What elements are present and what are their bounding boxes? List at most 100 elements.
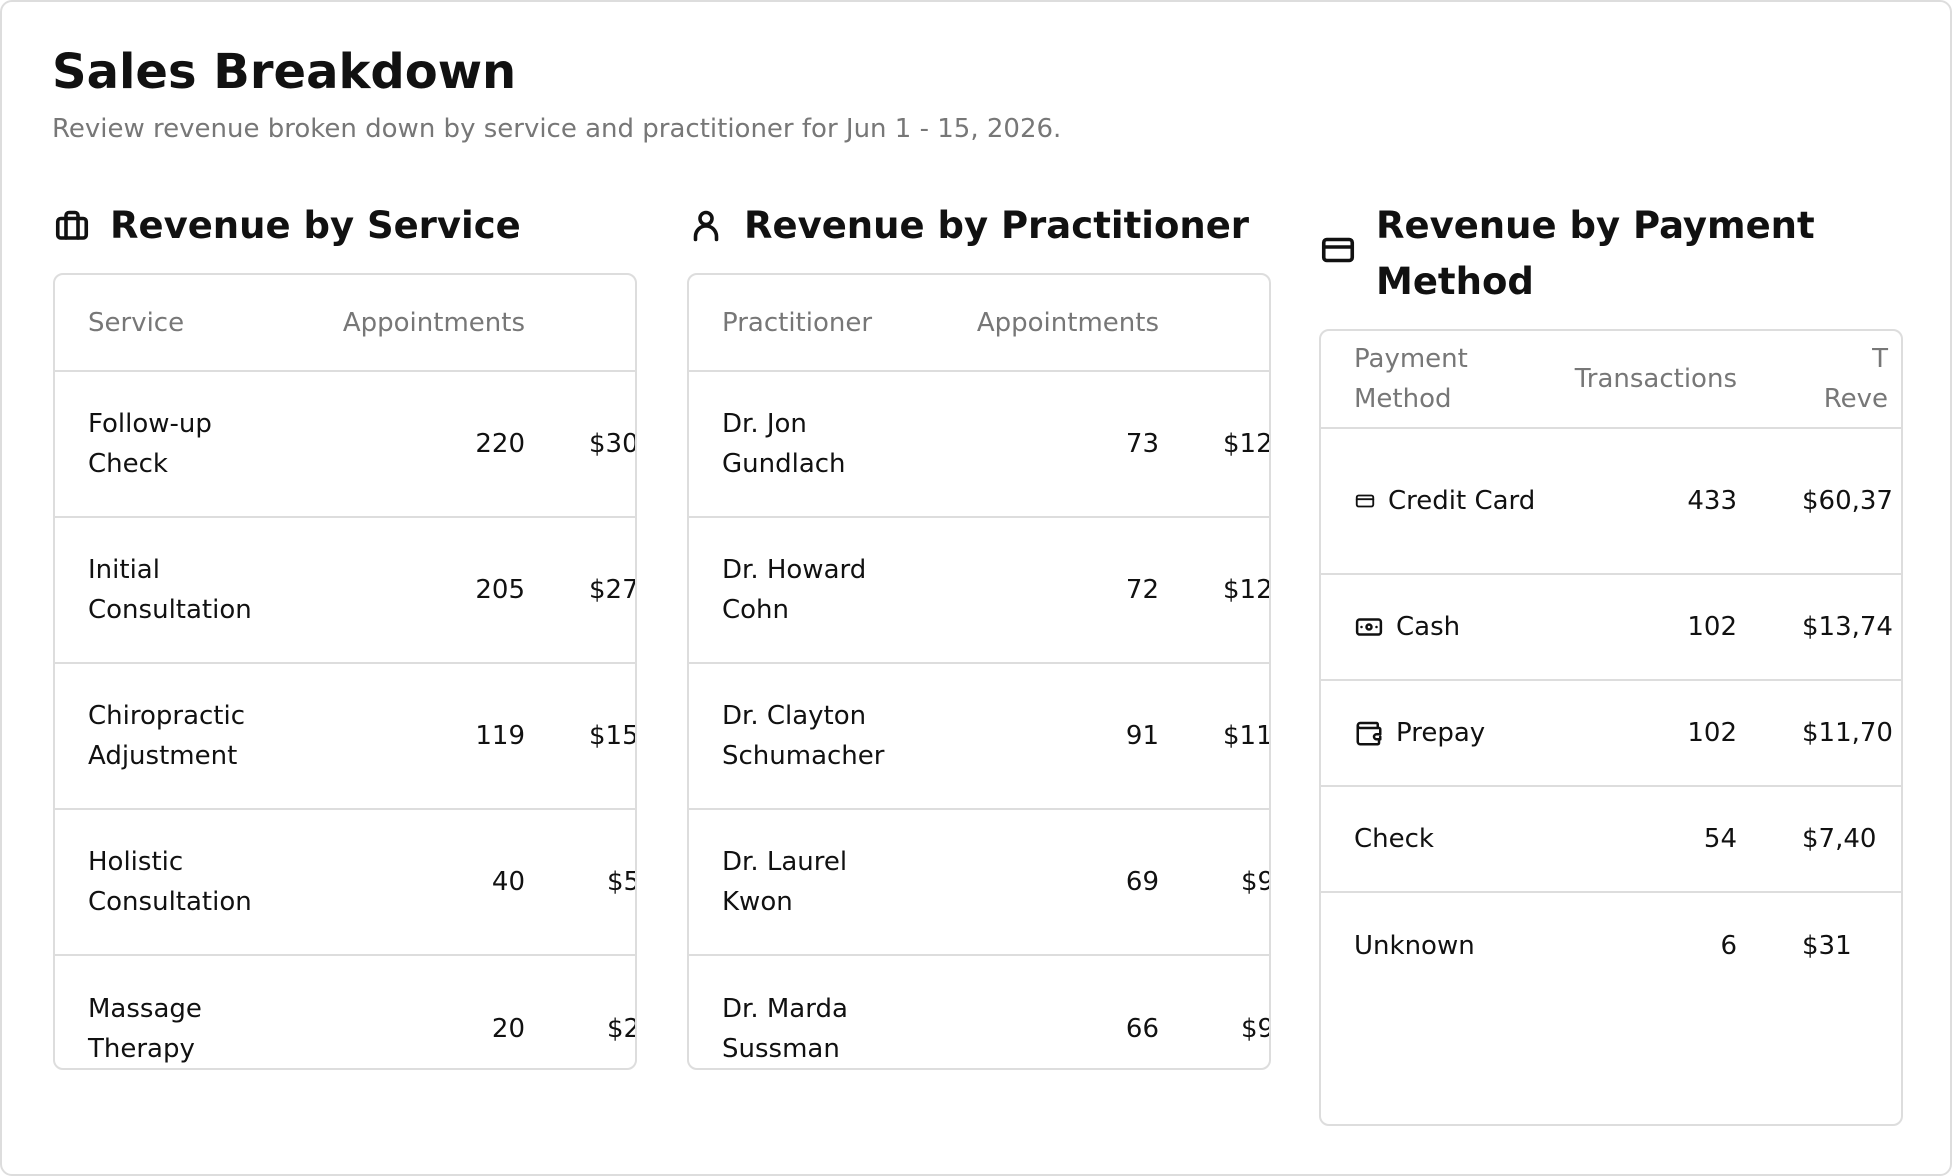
section: Revenue by Practitioner Practitioner Appoi… (687, 198, 1271, 1070)
column-header: Payment Method (1321, 339, 1536, 419)
table-row: Cash 102 $13,74 (1321, 575, 1901, 681)
cell-text: Unknown (1354, 931, 1475, 961)
count-cell: 72 (1125, 575, 1159, 605)
revenue-cell: $11,70 (1802, 718, 1893, 748)
revenue-cell: $9 (1241, 867, 1271, 897)
table-row: Massage Therapy 20 $2 (55, 956, 637, 1068)
count-cell: 220 (475, 429, 525, 459)
table-row: Unknown 6 $31 (1321, 893, 1901, 999)
column-header: R (1189, 288, 1269, 358)
cell-text: Dr. Jon Gundlach (722, 409, 846, 479)
count-cell: 54 (1703, 824, 1737, 854)
section: Revenue by Service Service Appointments R Fo… (53, 198, 637, 1070)
cell-text: Dr. Clayton Schumacher (722, 701, 885, 771)
page-title: Sales Breakdown (52, 44, 517, 100)
payment-icon (1354, 490, 1376, 512)
table-header-row: Practitioner Appointments R (689, 275, 1269, 372)
revenue-cell: $31 (1802, 931, 1852, 961)
revenue-cell: $15 (589, 721, 637, 751)
row-label: Chiropractic Adjustment (55, 696, 270, 776)
column-header: T Reve (1823, 344, 1888, 414)
cell-text: Cash (1396, 612, 1461, 642)
row-label: Dr. Marda Sussman (689, 989, 904, 1068)
column-header: Practitioner (689, 303, 904, 343)
section-heading: Revenue by Practitioner (687, 198, 1271, 254)
column-header: Transactions (1574, 364, 1737, 394)
revenue-cell: $30 (589, 429, 637, 459)
cell-text: Prepay (1396, 718, 1486, 748)
table-row: Dr. Clayton Schumacher 91 $11 (689, 664, 1269, 810)
payment-icon (1354, 718, 1384, 748)
row-label: Massage Therapy (55, 989, 270, 1068)
table-row: Dr. Howard Cohn 72 $12 (689, 518, 1269, 664)
section-icon (1321, 237, 1355, 263)
row-label: Unknown (1321, 926, 1536, 966)
revenue-cell: $7,40 (1802, 824, 1877, 854)
revenue-cell: $5 (607, 867, 637, 897)
section: Revenue by Payment Method Payment Method T… (1319, 198, 1903, 1126)
section-icon (693, 210, 719, 242)
revenue-cell: $12 (1223, 429, 1271, 459)
table-row: Dr. Marda Sussman 66 $9 (689, 956, 1269, 1068)
row-label: Dr. Jon Gundlach (689, 404, 904, 484)
revenue-cell: $12 (1223, 575, 1271, 605)
cell-text: Dr. Laurel Kwon (722, 847, 848, 917)
table-row: Follow-up Check 220 $30 (55, 372, 635, 518)
table-row: Initial Consultation 205 $27 (55, 518, 635, 664)
count-cell: 66 (1125, 1014, 1159, 1044)
cell-text: Initial Consultation (88, 555, 252, 625)
row-label: Cash (1321, 607, 1536, 647)
table-row: Check 54 $7,40 (1321, 787, 1901, 893)
count-cell: 20 (491, 1014, 525, 1044)
cell-text: Check (1354, 824, 1434, 854)
table: Service Appointments R Follow-up Check 220 $3… (53, 273, 637, 1070)
count-cell: 73 (1125, 429, 1159, 459)
cell-text: Dr. Howard Cohn (722, 555, 867, 625)
cell-text: Follow-up Check (88, 409, 212, 479)
column-header: R (555, 288, 635, 358)
column-header: Appointments (342, 307, 525, 338)
count-cell: 433 (1687, 486, 1737, 516)
row-label: Holistic Consultation (55, 842, 270, 922)
row-label: Dr. Clayton Schumacher (689, 696, 904, 776)
count-cell: 91 (1125, 721, 1159, 751)
cell-text: Payment Method (1354, 344, 1468, 414)
row-label: Prepay (1321, 713, 1536, 753)
count-cell: 102 (1687, 718, 1737, 748)
section-title: Revenue by Payment Method (1376, 204, 1815, 303)
count-cell: 69 (1125, 867, 1159, 897)
row-label: Dr. Laurel Kwon (689, 842, 904, 922)
section-heading: Revenue by Service (53, 198, 637, 254)
revenue-cell: $13,74 (1802, 612, 1893, 642)
row-label: Credit Card (1321, 481, 1536, 521)
cell-text: Practitioner (722, 307, 873, 338)
table-row: Credit Card 433 $60,37 (1321, 429, 1901, 575)
payment-icon (1354, 612, 1384, 642)
table-row: Dr. Laurel Kwon 69 $9 (689, 810, 1269, 956)
cell-text: Credit Card (1388, 486, 1536, 516)
section-title: Revenue by Service (110, 204, 521, 247)
cell-text: Dr. Marda Sussman (722, 994, 848, 1064)
row-label: Initial Consultation (55, 550, 270, 630)
revenue-cell: $11 (1223, 721, 1271, 751)
section-icon (55, 210, 89, 240)
table-header-row: Service Appointments R (55, 275, 635, 372)
table-header-row: Payment Method Transactions T Reve (1321, 331, 1901, 429)
row-label: Dr. Howard Cohn (689, 550, 904, 630)
table-row: Chiropractic Adjustment 119 $15 (55, 664, 635, 810)
table: Payment Method Transactions T Reve Credit C… (1319, 329, 1903, 1126)
count-cell: 102 (1687, 612, 1737, 642)
page-subtitle: Review revenue broken down by service an… (52, 114, 1062, 144)
table-row: Holistic Consultation 40 $5 (55, 810, 635, 956)
count-cell: 205 (475, 575, 525, 605)
count-cell: 119 (475, 721, 525, 751)
section-title: Revenue by Practitioner (744, 204, 1250, 247)
cell-text: Service (88, 307, 185, 338)
revenue-cell: $2 (607, 1014, 637, 1044)
row-label: Check (1321, 819, 1536, 859)
revenue-cell: $27 (589, 575, 637, 605)
row-label: Follow-up Check (55, 404, 270, 484)
column-header: Service (55, 303, 270, 343)
revenue-cell: $60,37 (1802, 486, 1893, 516)
